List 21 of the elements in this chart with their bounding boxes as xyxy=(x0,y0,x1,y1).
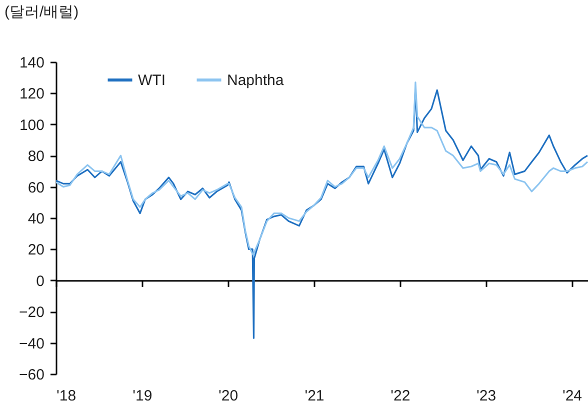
x-tick-label: '22 xyxy=(390,388,410,404)
y-tick-label: 100 xyxy=(19,116,44,134)
x-tick-label: '20 xyxy=(218,388,238,404)
y-tick-label: 120 xyxy=(19,86,44,103)
y-tick-label: 60 xyxy=(28,179,44,196)
y-tick-label: −20 xyxy=(19,304,44,322)
legend-label: Naphtha xyxy=(227,72,284,89)
x-tick-label: '24 xyxy=(562,388,582,404)
y-tick-label: 40 xyxy=(28,210,44,228)
x-tick-label: '23 xyxy=(476,388,496,404)
y-tick-label: 0 xyxy=(36,272,44,290)
y-tick-label: −60 xyxy=(19,366,44,384)
y-tick-label: 140 xyxy=(19,54,44,72)
y-tick-label: 80 xyxy=(28,148,44,166)
x-tick-label: '21 xyxy=(304,388,324,404)
y-tick-label: −40 xyxy=(19,335,44,352)
legend-label: WTI xyxy=(138,72,166,89)
y-axis-title: (달러/배럴) xyxy=(4,4,79,20)
x-tick-label: '18 xyxy=(56,388,76,404)
y-tick-label: 20 xyxy=(28,242,44,259)
x-tick-label: '19 xyxy=(132,388,152,404)
